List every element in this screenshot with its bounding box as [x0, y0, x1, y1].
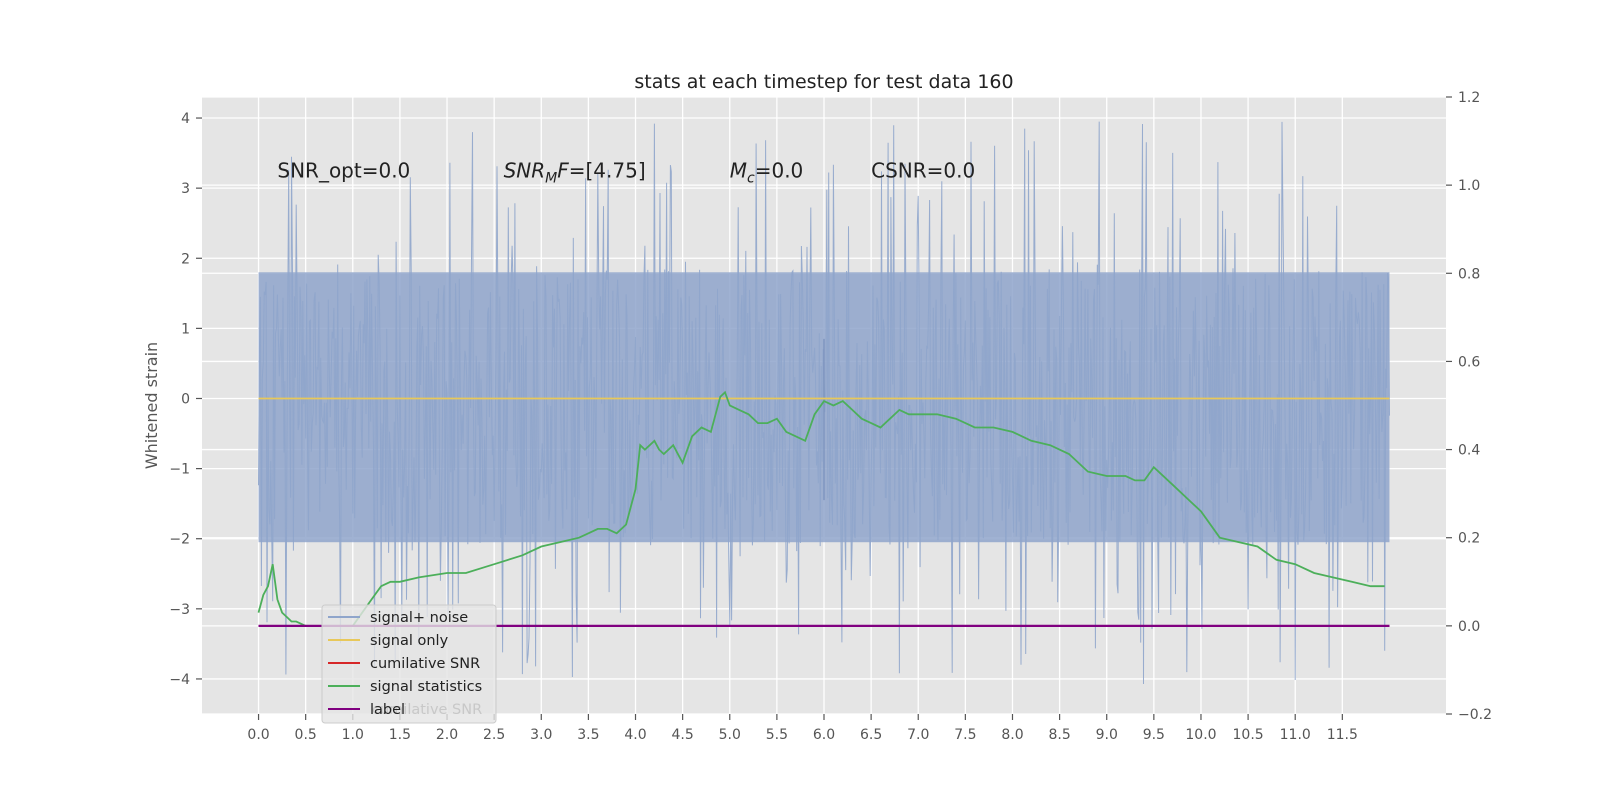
- legend-label: label: [370, 702, 405, 718]
- x-tick-label: 4.5: [672, 727, 694, 743]
- annotation-snr-opt: SNR_opt=0.0: [277, 159, 410, 183]
- legend-label: cumilative SNR: [370, 656, 480, 672]
- y-axis-label: Whitened strain: [142, 342, 161, 469]
- x-tick-label: 0.0: [247, 727, 269, 743]
- x-tick-label: 10.0: [1185, 727, 1216, 743]
- y-tick-label: −4: [169, 672, 190, 688]
- x-tick-label: 11.5: [1327, 727, 1358, 743]
- legend-label: signal+ noise: [370, 610, 468, 626]
- y2-tick-label: 0.2: [1458, 531, 1480, 547]
- x-tick-label: 3.5: [577, 727, 599, 743]
- x-tick-label: 2.0: [436, 727, 458, 743]
- legend-label: signal only: [370, 633, 449, 649]
- x-tick-label: 8.0: [1001, 727, 1023, 743]
- x-tick-label: 8.5: [1048, 727, 1070, 743]
- legend-box: [321, 604, 497, 724]
- y-tick-label: 1: [181, 321, 190, 337]
- axes: 0.0 0.5 1.0 1.5 2.0 2.5 3.0 3.5 4.0 4.5 5.0 5.5 6.0 6…: [169, 90, 1492, 743]
- y-tick-label: 4: [181, 111, 190, 127]
- x-tick-label: 10.5: [1233, 727, 1264, 743]
- series-signal-statistics: [257, 390, 1385, 627]
- y2-tick-label: 0.8: [1458, 266, 1480, 282]
- legend: cumilative SNR signal+ noise signal only cu…: [321, 604, 497, 724]
- y-tick-label: 2: [181, 251, 190, 267]
- y2-tick-label: 1.2: [1458, 90, 1480, 106]
- chart-title: stats at each timestep for test data 160: [634, 71, 1013, 93]
- y2-tick-label: 1.0: [1458, 178, 1480, 194]
- y-tick-label: −3: [169, 602, 190, 618]
- y2-tick-label: −0.2: [1458, 707, 1492, 723]
- x-tick-label: 2.5: [483, 727, 505, 743]
- y-tick-label: −1: [169, 462, 190, 478]
- x-tick-label: 5.5: [766, 727, 788, 743]
- x-tick-label: 7.0: [907, 727, 929, 743]
- x-tick-label: 7.5: [954, 727, 976, 743]
- y2-tick-label: 0.6: [1458, 354, 1480, 370]
- legend-label: signal statistics: [370, 679, 482, 695]
- x-tick-label: 4.0: [624, 727, 646, 743]
- annotation-snr-mf: SNRMF=[4.75]: [504, 159, 646, 187]
- x-tick-label: 11.0: [1280, 727, 1311, 743]
- x-tick-label: 1.0: [342, 727, 364, 743]
- x-tick-label: 5.0: [719, 727, 741, 743]
- legend-overlap-text: cumilative SNR: [372, 702, 482, 718]
- y-tick-label: −2: [169, 532, 190, 548]
- x-tick-label: 6.0: [813, 727, 835, 743]
- x-tick-label: 9.5: [1143, 727, 1165, 743]
- annotation-csnr: CSNR=0.0: [871, 159, 975, 183]
- stat-annotations: SNR_opt=0.0 SNRMF=[4.75] Mc=0.0 CSNR=0.0: [277, 159, 975, 187]
- y2-tick-label: 0.4: [1458, 443, 1480, 459]
- x-tick-label: 9.0: [1096, 727, 1118, 743]
- x-tick-label: 0.5: [295, 727, 317, 743]
- y2-tick-label: 0.0: [1458, 619, 1480, 635]
- signal-noise-series: [258, 121, 1390, 685]
- x-tick-label: 1.5: [389, 727, 411, 743]
- x-tick-label: 6.5: [860, 727, 882, 743]
- x-tick-label: 3.0: [530, 727, 552, 743]
- y-tick-label: 0: [181, 391, 190, 407]
- annotation-mc: Mc=0.0: [730, 159, 804, 187]
- y-tick-label: 3: [181, 181, 190, 197]
